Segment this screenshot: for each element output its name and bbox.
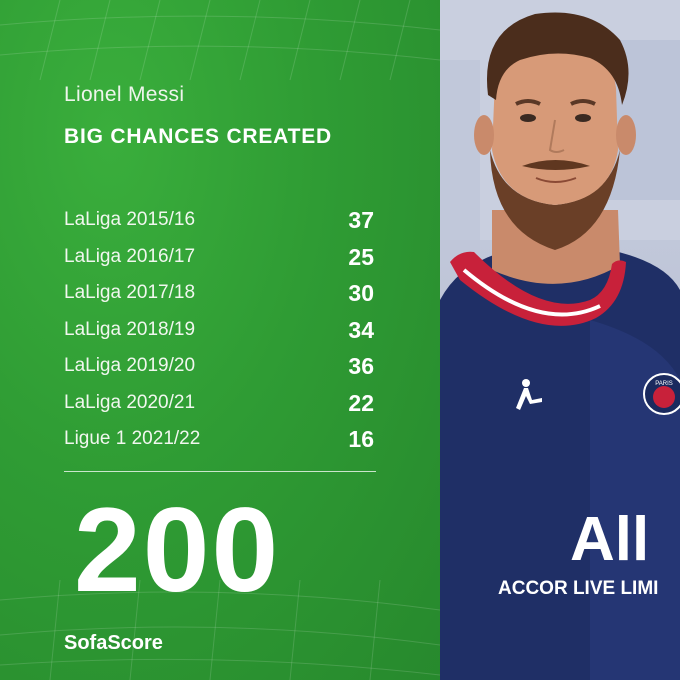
sponsor-text: ACCOR LIVE LIMI bbox=[498, 578, 658, 599]
crest-icon: PARIS bbox=[643, 373, 680, 415]
net-pattern bbox=[0, 0, 440, 680]
total-value: 200 bbox=[74, 483, 281, 617]
jumpman-icon bbox=[516, 379, 542, 410]
crest-text: PARIS bbox=[655, 381, 673, 387]
season-row: Ligue 1 2021/22 16 bbox=[64, 426, 376, 463]
season-row: LaLiga 2020/21 22 bbox=[64, 390, 376, 427]
sponsor-logo: All bbox=[570, 505, 649, 574]
green-panel: Lionel Messi BIG CHANCES CREATED LaLiga … bbox=[0, 0, 440, 680]
season-label: LaLiga 2019/20 bbox=[64, 355, 196, 376]
season-label: Ligue 1 2021/22 bbox=[64, 428, 201, 449]
season-row: LaLiga 2017/18 30 bbox=[64, 280, 376, 317]
season-value: 16 bbox=[348, 426, 374, 452]
season-label: LaLiga 2015/16 bbox=[64, 209, 196, 230]
season-value: 30 bbox=[348, 280, 374, 306]
season-label: LaLiga 2018/19 bbox=[64, 318, 196, 340]
season-row: LaLiga 2019/20 36 bbox=[64, 353, 376, 390]
season-value: 22 bbox=[348, 389, 374, 416]
season-row: LaLiga 2016/17 25 bbox=[64, 244, 376, 281]
season-stats-list: LaLiga 2015/16 37 LaLiga 2016/17 25 LaLi… bbox=[64, 207, 376, 463]
player-illustration: PARIS All ACCOR LIVE LIMI bbox=[440, 0, 680, 680]
season-value: 34 bbox=[348, 316, 374, 343]
brand-logo: SofaScore bbox=[64, 632, 163, 654]
season-row: LaLiga 2015/16 37 bbox=[64, 207, 376, 244]
season-row: LaLiga 2018/19 34 bbox=[64, 317, 376, 354]
season-label: LaLiga 2016/17 bbox=[64, 245, 196, 267]
season-value: 25 bbox=[348, 243, 374, 270]
divider bbox=[64, 471, 376, 472]
player-name: Lionel Messi bbox=[64, 83, 185, 106]
season-label: LaLiga 2020/21 bbox=[64, 391, 196, 413]
season-label: LaLiga 2017/18 bbox=[64, 282, 196, 303]
season-value: 37 bbox=[348, 207, 374, 233]
player-photo: PARIS All ACCOR LIVE LIMI bbox=[440, 0, 680, 680]
metric-title: BIG CHANCES CREATED bbox=[64, 125, 332, 148]
season-value: 36 bbox=[348, 353, 374, 379]
